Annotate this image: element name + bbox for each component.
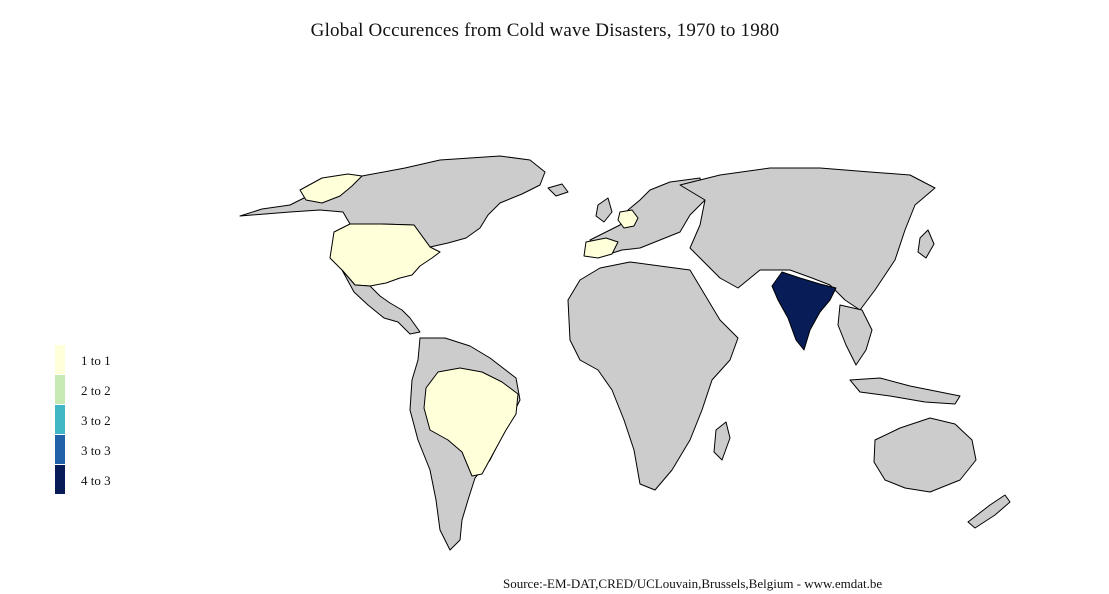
country-india xyxy=(771,271,837,351)
legend-swatch xyxy=(55,405,65,434)
legend-label: 4 to 3 xyxy=(81,473,111,488)
legend-label: 1 to 1 xyxy=(81,353,111,368)
country-united-kingdom xyxy=(595,197,613,223)
country-new-zealand xyxy=(967,494,1011,529)
legend-swatch xyxy=(55,435,65,464)
country-indonesia xyxy=(849,377,961,405)
country-mexico xyxy=(341,269,421,335)
country-southeast-asia xyxy=(837,304,873,366)
country-brazil xyxy=(423,367,519,477)
legend-swatch xyxy=(55,375,65,404)
country-asia xyxy=(679,167,936,311)
country-germany xyxy=(617,209,639,229)
country-australia xyxy=(873,417,977,493)
country-united-states xyxy=(329,223,441,287)
country-japan xyxy=(917,229,935,259)
legend-swatch xyxy=(55,465,65,494)
country-iceland xyxy=(547,183,569,197)
country-spain xyxy=(583,237,619,259)
source-caption: Source:-EM-DAT,CRED/UCLouvain,Brussels,B… xyxy=(503,576,883,591)
legend-label: 3 to 3 xyxy=(81,443,111,458)
legend-label: 3 to 2 xyxy=(81,413,111,428)
country-africa xyxy=(567,261,739,491)
legend-swatch xyxy=(55,345,65,374)
legend-label: 2 to 2 xyxy=(81,383,111,398)
country-greenland xyxy=(299,173,363,204)
country-madagascar xyxy=(713,421,731,461)
map-title: Global Occurences from Cold wave Disaste… xyxy=(310,20,780,41)
